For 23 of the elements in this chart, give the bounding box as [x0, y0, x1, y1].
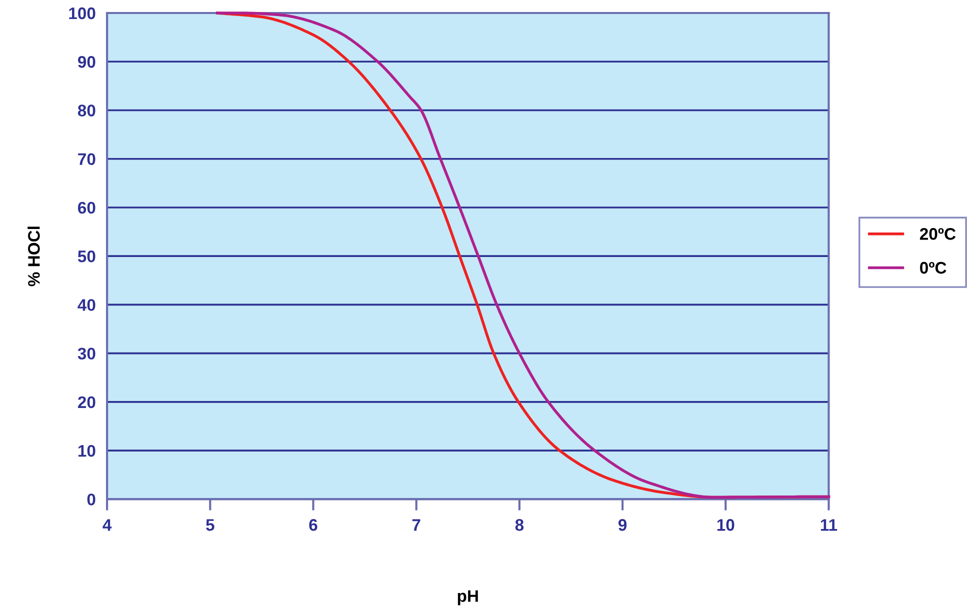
legend-label: 20ºC: [920, 228, 956, 240]
x-tick-label: 9: [618, 519, 627, 531]
legend-label: 0ºC: [920, 262, 946, 274]
y-tick-label: 80: [78, 104, 96, 116]
x-tick-label: 6: [309, 519, 318, 531]
y-axis-title: % HOCl: [28, 226, 40, 286]
y-tick-label: 60: [78, 202, 96, 214]
x-tick-label: 5: [206, 519, 214, 531]
y-tick-label: 40: [78, 299, 96, 311]
y-tick-label: 30: [78, 348, 96, 360]
x-tick-label: 4: [102, 519, 112, 531]
y-tick-label: 10: [78, 444, 96, 457]
x-tick-label: 10: [717, 519, 734, 531]
y-tick-label: 90: [78, 56, 96, 68]
y-tick-label: 20: [78, 396, 96, 408]
x-tick-label: 8: [515, 519, 524, 531]
y-tick-label: 70: [78, 153, 96, 166]
x-axis-title: pH: [458, 590, 478, 606]
y-tick-label: 50: [78, 250, 96, 262]
x-tick-label: 11: [820, 519, 838, 531]
y-tick-label: 0: [87, 494, 96, 506]
x-tick-label: 7: [412, 519, 420, 531]
y-tick-label: 100: [69, 7, 96, 20]
